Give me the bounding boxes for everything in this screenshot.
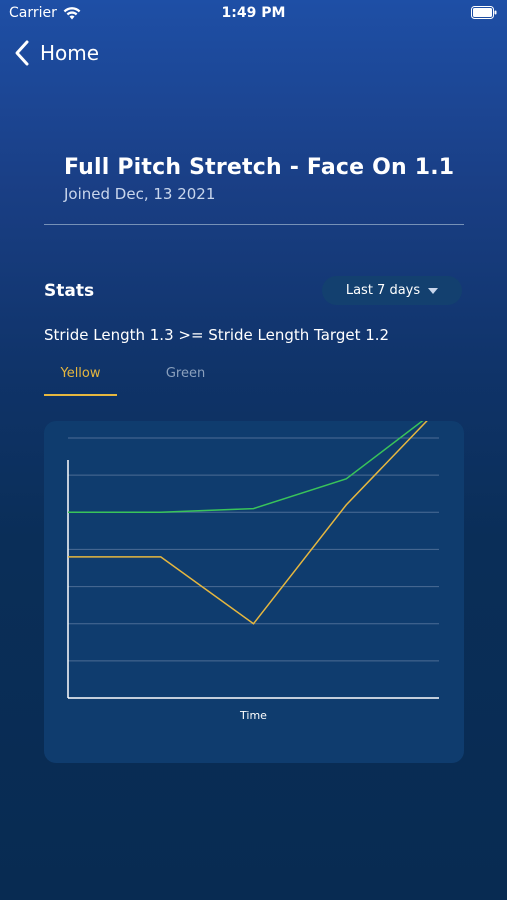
- back-button[interactable]: Home: [12, 36, 99, 70]
- chart-card: Time: [44, 421, 464, 763]
- series-line-1: [68, 421, 428, 625]
- back-button-label: Home: [40, 41, 100, 65]
- header-divider: [44, 224, 464, 225]
- date-range-label: Last 7 days: [345, 283, 421, 298]
- page-title: Full Pitch Stretch - Face On 1.1: [64, 155, 455, 180]
- status-bar: Carrier 1:49 PM: [0, 0, 507, 28]
- x-axis-label: Time: [239, 709, 267, 722]
- status-time: 1:49 PM: [221, 5, 286, 21]
- line-chart: Time: [67, 421, 439, 722]
- joined-date: Joined Dec, 13 2021: [64, 185, 216, 203]
- series-line-0: [68, 421, 424, 514]
- wifi-icon: [63, 7, 81, 20]
- date-range-dropdown[interactable]: Last 7 days: [322, 276, 462, 305]
- carrier-label: Carrier: [9, 5, 57, 21]
- tab-yellow[interactable]: Yellow: [60, 366, 101, 381]
- active-tab-indicator: [44, 394, 117, 396]
- stats-heading: Stats: [44, 281, 95, 301]
- caret-down-icon: [428, 287, 439, 294]
- stat-rule-text: Stride Length 1.3 >= Stride Length Targe…: [44, 326, 390, 344]
- tab-green[interactable]: Green: [165, 366, 206, 381]
- battery-icon: [471, 6, 497, 19]
- chevron-left-icon: [15, 40, 29, 66]
